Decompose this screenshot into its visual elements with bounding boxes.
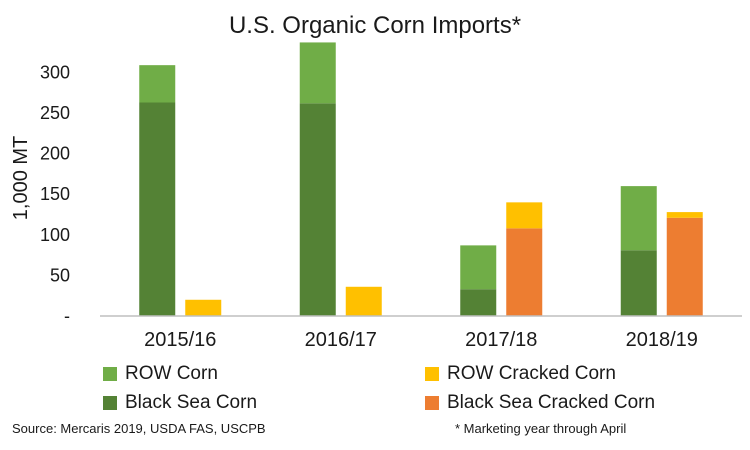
bar-black-sea-corn [139,102,176,316]
y-tick-label: 50 [50,265,70,285]
bar-row-corn [620,186,657,251]
legend-item-black-sea-cracked-corn: Black Sea Cracked Corn [425,392,655,414]
bar-black-sea-corn [460,289,497,316]
bar-row-cracked-corn [345,286,382,316]
bar-row-cracked-corn [506,202,543,229]
bar-black-sea-cracked-corn [666,217,703,316]
y-tick-label: 250 [40,103,70,123]
y-tick-label: 300 [40,62,70,82]
legend-label: Black Sea Cracked Corn [447,392,656,413]
bar-row-corn [460,245,497,290]
legend-swatch [425,367,439,381]
legend-swatch [425,396,439,410]
legend-item-row-corn: ROW Corn [103,363,218,385]
chart-title: U.S. Organic Corn Imports* [228,12,522,39]
y-tick-label: 100 [40,225,70,245]
bar-row-cracked-corn [185,299,222,316]
x-tick-label: 2018/19 [626,329,698,351]
bar-row-cracked-corn [666,212,703,218]
x-tick-label: 2017/18 [465,329,537,351]
legend-swatch [103,396,117,410]
legend-label: ROW Corn [125,363,218,384]
legend-swatch [103,367,117,381]
bar-row-corn [139,65,176,103]
bar-black-sea-cracked-corn [506,228,543,316]
y-tick-label: - [64,306,70,326]
y-axis-label: 1,000 MT [10,136,32,220]
bar-black-sea-corn [620,250,657,316]
y-tick-label: 200 [40,144,70,164]
bar-black-sea-corn [299,103,336,316]
legend-item-black-sea-corn: Black Sea Corn [103,392,257,414]
x-tick-label: 2016/17 [305,329,377,351]
legend-label: Black Sea Corn [125,392,258,413]
legend-label: ROW Cracked Corn [447,363,616,384]
source-note: Source: Mercaris 2019, USDA FAS, USCPB [12,421,266,436]
legend-item-row-cracked-corn: ROW Cracked Corn [425,363,616,385]
bar-row-corn [299,42,336,104]
y-tick-label: 150 [40,184,70,204]
marketing-year-note: * Marketing year through April [455,421,627,436]
x-tick-label: 2015/16 [144,329,216,351]
